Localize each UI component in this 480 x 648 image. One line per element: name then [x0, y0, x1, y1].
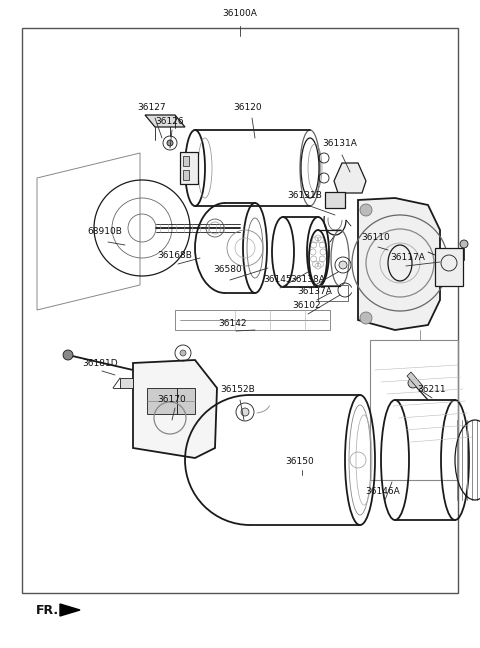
Bar — [183, 156, 189, 166]
Circle shape — [241, 408, 249, 416]
Polygon shape — [133, 360, 217, 458]
Text: 36150: 36150 — [286, 457, 314, 467]
Text: 36127: 36127 — [138, 102, 166, 111]
Text: 36126: 36126 — [156, 117, 184, 126]
Bar — [318, 285, 348, 301]
Circle shape — [63, 350, 73, 360]
Polygon shape — [334, 163, 366, 193]
Bar — [435, 248, 463, 286]
Text: 36580: 36580 — [214, 266, 242, 275]
Text: 36211: 36211 — [418, 386, 446, 395]
Circle shape — [360, 204, 372, 216]
Text: 36110: 36110 — [361, 233, 390, 242]
Text: 36152B: 36152B — [221, 386, 255, 395]
Bar — [180, 152, 198, 184]
Text: 36146A: 36146A — [366, 487, 400, 496]
Polygon shape — [407, 372, 423, 390]
Circle shape — [180, 350, 186, 356]
Bar — [370, 340, 458, 480]
Text: 36131A: 36131A — [323, 139, 358, 148]
Text: 36102: 36102 — [293, 301, 321, 310]
Polygon shape — [120, 378, 133, 388]
Circle shape — [460, 240, 468, 248]
Text: 36170: 36170 — [157, 395, 186, 404]
Text: 36168B: 36168B — [157, 251, 192, 259]
Circle shape — [408, 378, 418, 388]
Text: 36100A: 36100A — [223, 10, 257, 19]
Text: 36120: 36120 — [234, 102, 262, 111]
Text: 36142: 36142 — [219, 319, 247, 327]
Bar — [175, 310, 330, 330]
Text: 36117A: 36117A — [391, 253, 425, 262]
Circle shape — [346, 169, 354, 177]
Circle shape — [167, 140, 173, 146]
Circle shape — [339, 261, 347, 269]
Text: 36138A: 36138A — [290, 275, 325, 284]
Text: FR.: FR. — [36, 603, 59, 616]
Polygon shape — [358, 198, 440, 330]
Bar — [177, 388, 195, 414]
Bar — [325, 192, 345, 208]
Text: 36137A: 36137A — [298, 288, 333, 297]
Bar — [147, 388, 177, 414]
Text: 36181D: 36181D — [82, 358, 118, 367]
Text: 68910B: 68910B — [87, 227, 122, 237]
Text: 36131B: 36131B — [288, 191, 323, 200]
Circle shape — [360, 312, 372, 324]
Polygon shape — [60, 604, 80, 616]
Text: 36145: 36145 — [264, 275, 292, 284]
Bar — [183, 170, 189, 180]
Bar — [22, 28, 458, 593]
Polygon shape — [145, 115, 185, 127]
